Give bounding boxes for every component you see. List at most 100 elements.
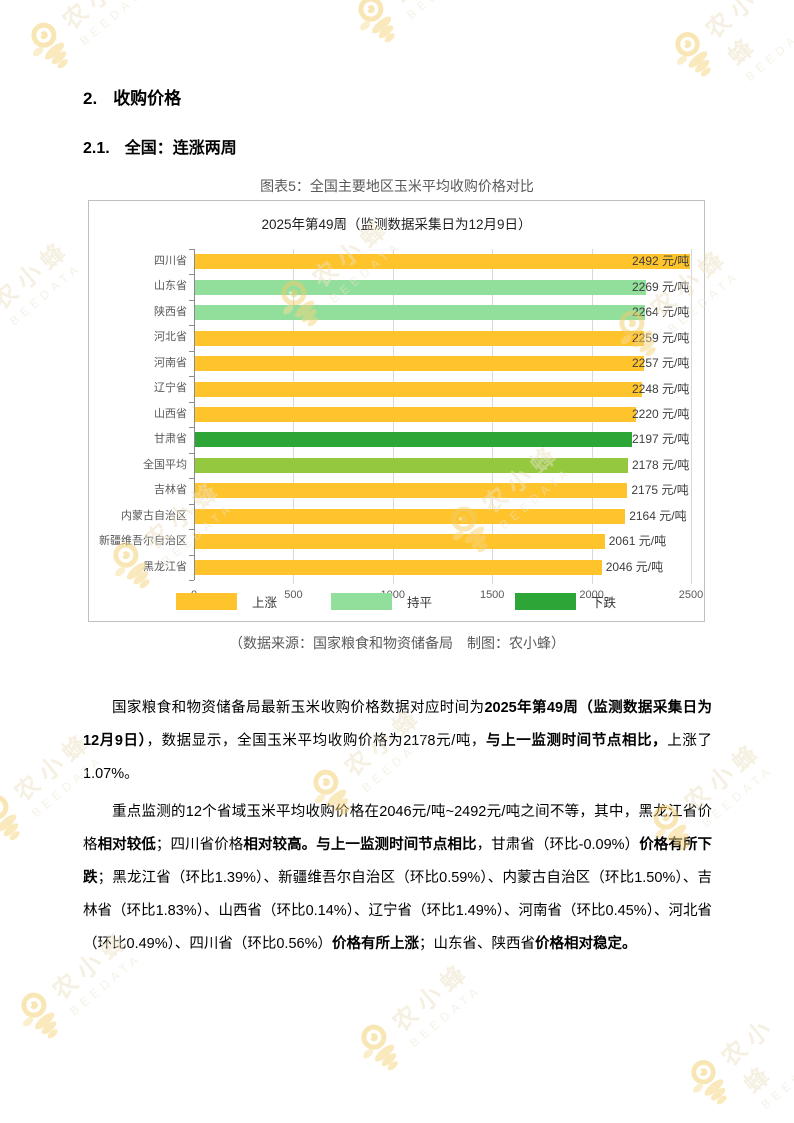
category-axis-line [194,249,195,580]
bar-value-label: 2269 元/吨 [632,279,690,294]
bee-icon [31,22,68,69]
chart-bar [195,356,644,372]
chart-bar [195,483,628,499]
data-source-caption: （数据来源：国家粮食和物资储备局 制图：农小蜂） [229,635,565,651]
bee-icon [361,1024,398,1071]
bee-icon [358,0,395,43]
category-label: 陕西省 [154,305,187,318]
legend-label: 下跌 [591,596,617,610]
paragraph-segment: ，数据显示，全国玉米平均收购价格为2178元/吨， [146,733,487,749]
axis-tick-label: 500 [284,589,303,601]
axis-tick [189,274,194,275]
axis-tick [189,529,194,530]
bar-value-label: 2264 元/吨 [632,305,690,320]
legend-swatch [176,593,237,610]
category-label: 吉林省 [154,484,187,497]
chart-bar [195,254,691,270]
watermark-brand-cn: 农小蜂 [716,1011,782,1099]
bar-value-label: 2046 元/吨 [605,559,664,574]
bee-icon [21,992,58,1039]
axis-tick [189,249,194,250]
axis-tick [189,555,194,556]
watermark-brand-cn: 农小蜂 [700,0,766,71]
bar-value-label: 2248 元/吨 [632,381,690,396]
paragraph-segment: 相对较高。与上一监测时间节点相比 [243,837,477,853]
chart-bar [195,432,632,448]
axis-tick-label: 2000 [579,589,604,601]
category-label: 内蒙古自治区 [121,509,187,522]
legend-item: 下跌 [515,592,616,611]
watermark-brand-cn: 农小蜂 [387,956,477,1038]
paragraph-summary: 国家粮食和物资储备局最新玉米收购价格数据对应时间为2025年第49周（监测数据采… [83,692,712,791]
chart-bar [195,559,602,575]
bar-value-label: 2259 元/吨 [632,330,690,345]
watermark-brand-en: BEEDATA [758,1043,794,1112]
category-label: 四川省 [154,255,187,267]
paragraph-segment: ；黑龙江省（环比1.39%）、新疆维吾尔自治区（环比0.59%）、内蒙古自治区（… [83,870,713,952]
category-label: 山西省 [154,407,187,420]
paragraph-segment: ；山东省、陕西省 [418,936,535,952]
legend-label: 上涨 [252,596,278,610]
bee-icon [0,293,15,363]
subsection-title: 全国：连涨两周 [124,140,237,157]
category-label: 辽宁省 [154,382,187,395]
bar-chart: 2025年第49周（监测数据采集日为12月9日） 050010001500200… [88,200,705,622]
bar-value-label: 2197 元/吨 [632,432,690,447]
chart-bar [195,381,642,397]
paragraph-segment: 相对较低 [97,837,156,853]
watermark-brand-en: BEEDATA [404,0,484,22]
axis-tick [189,580,194,581]
bar-value-label: 2257 元/吨 [632,356,690,371]
category-label: 新疆维吾尔自治区 [99,535,187,548]
watermark-brand-cn: 农小蜂 [380,0,474,10]
chart-bar [195,407,637,422]
category-label: 黑龙江省 [143,560,187,573]
axis-tick [189,402,194,403]
paragraph-segment: 国家粮食和物资储备局最新玉米收购价格数据对应时间为 [112,700,485,716]
axis-tick-label: 1500 [479,589,505,601]
category-label: 河南省 [154,356,187,369]
axis-tick [189,325,194,326]
watermark-brand-en: BEEDATA [7,259,85,329]
bee-icon [691,1060,727,1105]
subsection-heading: 2.1. 全国：连涨两周 [83,134,237,158]
figure-label: 图表5：全国主要地区玉米平均收购价格对比 [260,178,534,194]
bar-value-label: 2175 元/吨 [631,483,689,498]
paragraph-segment: 价格有所上涨 [331,936,419,952]
axis-tick [189,504,194,505]
gridline [691,249,692,584]
paragraph-segment: 与上一监测时间节点相比， [486,733,668,749]
chart-bar [195,534,605,550]
chart-bar [195,305,646,321]
watermark-brand-cn: 农小蜂 [53,0,147,36]
bee-icon [0,794,20,841]
axis-tick [189,300,194,301]
category-label: 甘肃省 [154,433,187,446]
category-label: 山东省 [154,280,187,293]
category-label: 全国平均 [143,458,187,471]
chart-bar [195,457,628,473]
axis-tick-label: 2500 [678,589,704,601]
chart-title: 2025年第49周（监测数据采集日为12月9日） [261,217,532,232]
chart-legend: 上涨 持平 下跌 [89,592,704,612]
paragraph-segment: ，甘肃省（环比-0.09%） [476,837,640,853]
section-number: 2. [83,89,98,108]
category-label: 河北省 [154,331,187,344]
subsection-number: 2.1. [83,140,110,157]
watermark-brand-en: BEEDATA [742,15,794,84]
axis-tick [189,453,194,454]
paragraph-detail: 重点监测的12个省域玉米平均收购价格在2046元/吨~2492元/吨之间不等，其… [83,796,712,961]
legend-item: 上涨 [176,592,277,611]
watermark-brand-cn: 农小蜂 [0,234,77,316]
paragraph-segment: 2025年第49周（监测数据采集日为12月9日） [83,700,713,749]
section-heading: 2. 收购价格 [83,84,181,109]
bar-value-label: 2061 元/吨 [608,534,667,549]
